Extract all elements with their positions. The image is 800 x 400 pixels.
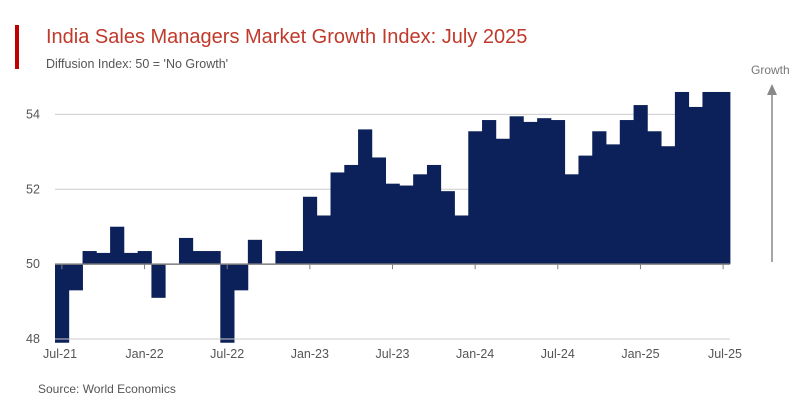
bar [68, 264, 83, 291]
bar [716, 91, 731, 265]
bar [550, 120, 566, 265]
growth-arrow-label: Growth [751, 63, 790, 77]
bar [661, 146, 676, 265]
chart-subtitle: Diffusion Index: 50 = 'No Growth' [46, 57, 229, 71]
title-accent-bar [15, 25, 19, 69]
bar [495, 138, 510, 265]
bar [633, 105, 648, 265]
bar [619, 120, 634, 265]
source-note: Source: World Economics [38, 382, 176, 396]
bar [275, 251, 290, 265]
bar [592, 131, 607, 265]
bar [440, 191, 455, 265]
growth-arrow-icon [767, 84, 777, 95]
bar [385, 183, 400, 265]
x-tick-label: Jan-22 [125, 347, 163, 361]
bar [482, 120, 497, 265]
x-tick-label: Jul-23 [375, 347, 409, 361]
bar [606, 144, 621, 265]
y-tick-label: 50 [26, 257, 40, 271]
bar [358, 129, 373, 265]
bar [302, 196, 318, 265]
bar [220, 264, 235, 343]
axes: 48 50 52 54 Jul-21 Jan-22 Jul-22 Jan-23 Jul-23 Ja… [26, 107, 742, 361]
bars [55, 91, 731, 343]
bar [82, 251, 97, 265]
bar [454, 215, 469, 265]
bar [206, 251, 221, 265]
y-tick-label: 52 [26, 182, 40, 196]
x-tick-label: Jul-25 [708, 347, 742, 361]
bar [371, 157, 387, 265]
bar [578, 155, 593, 265]
bar [137, 251, 152, 265]
bar [55, 264, 70, 343]
y-tick-label: 54 [26, 107, 40, 121]
x-tick-label: Jan-25 [621, 347, 659, 361]
bar [688, 106, 703, 265]
bar [399, 185, 414, 265]
bar [192, 251, 207, 265]
bar [564, 174, 579, 265]
bar [96, 252, 111, 265]
bar [234, 264, 249, 291]
x-tick-label: Jan-24 [456, 347, 494, 361]
chart-title: India Sales Managers Market Growth Index… [46, 26, 528, 48]
bar [151, 264, 166, 298]
bar [523, 121, 538, 265]
bar [647, 131, 662, 265]
x-tick-label: Jul-24 [541, 347, 575, 361]
bar [344, 164, 359, 265]
bar [110, 226, 125, 265]
x-tick-label: Jan-23 [291, 347, 329, 361]
bar [316, 215, 331, 265]
bar [413, 174, 428, 265]
bar [537, 118, 552, 265]
y-tick-label: 48 [26, 332, 40, 346]
bar [426, 164, 442, 265]
bar [468, 131, 483, 265]
growth-arrow [767, 84, 777, 262]
x-tick-label: Jul-22 [210, 347, 244, 361]
bar [178, 237, 194, 265]
bar [674, 91, 690, 265]
bar [702, 91, 717, 265]
bar [509, 116, 524, 265]
bar [289, 251, 304, 265]
bar [247, 239, 263, 265]
x-tick-label: Jul-21 [43, 347, 77, 361]
bar [330, 172, 345, 265]
bar [123, 252, 139, 265]
